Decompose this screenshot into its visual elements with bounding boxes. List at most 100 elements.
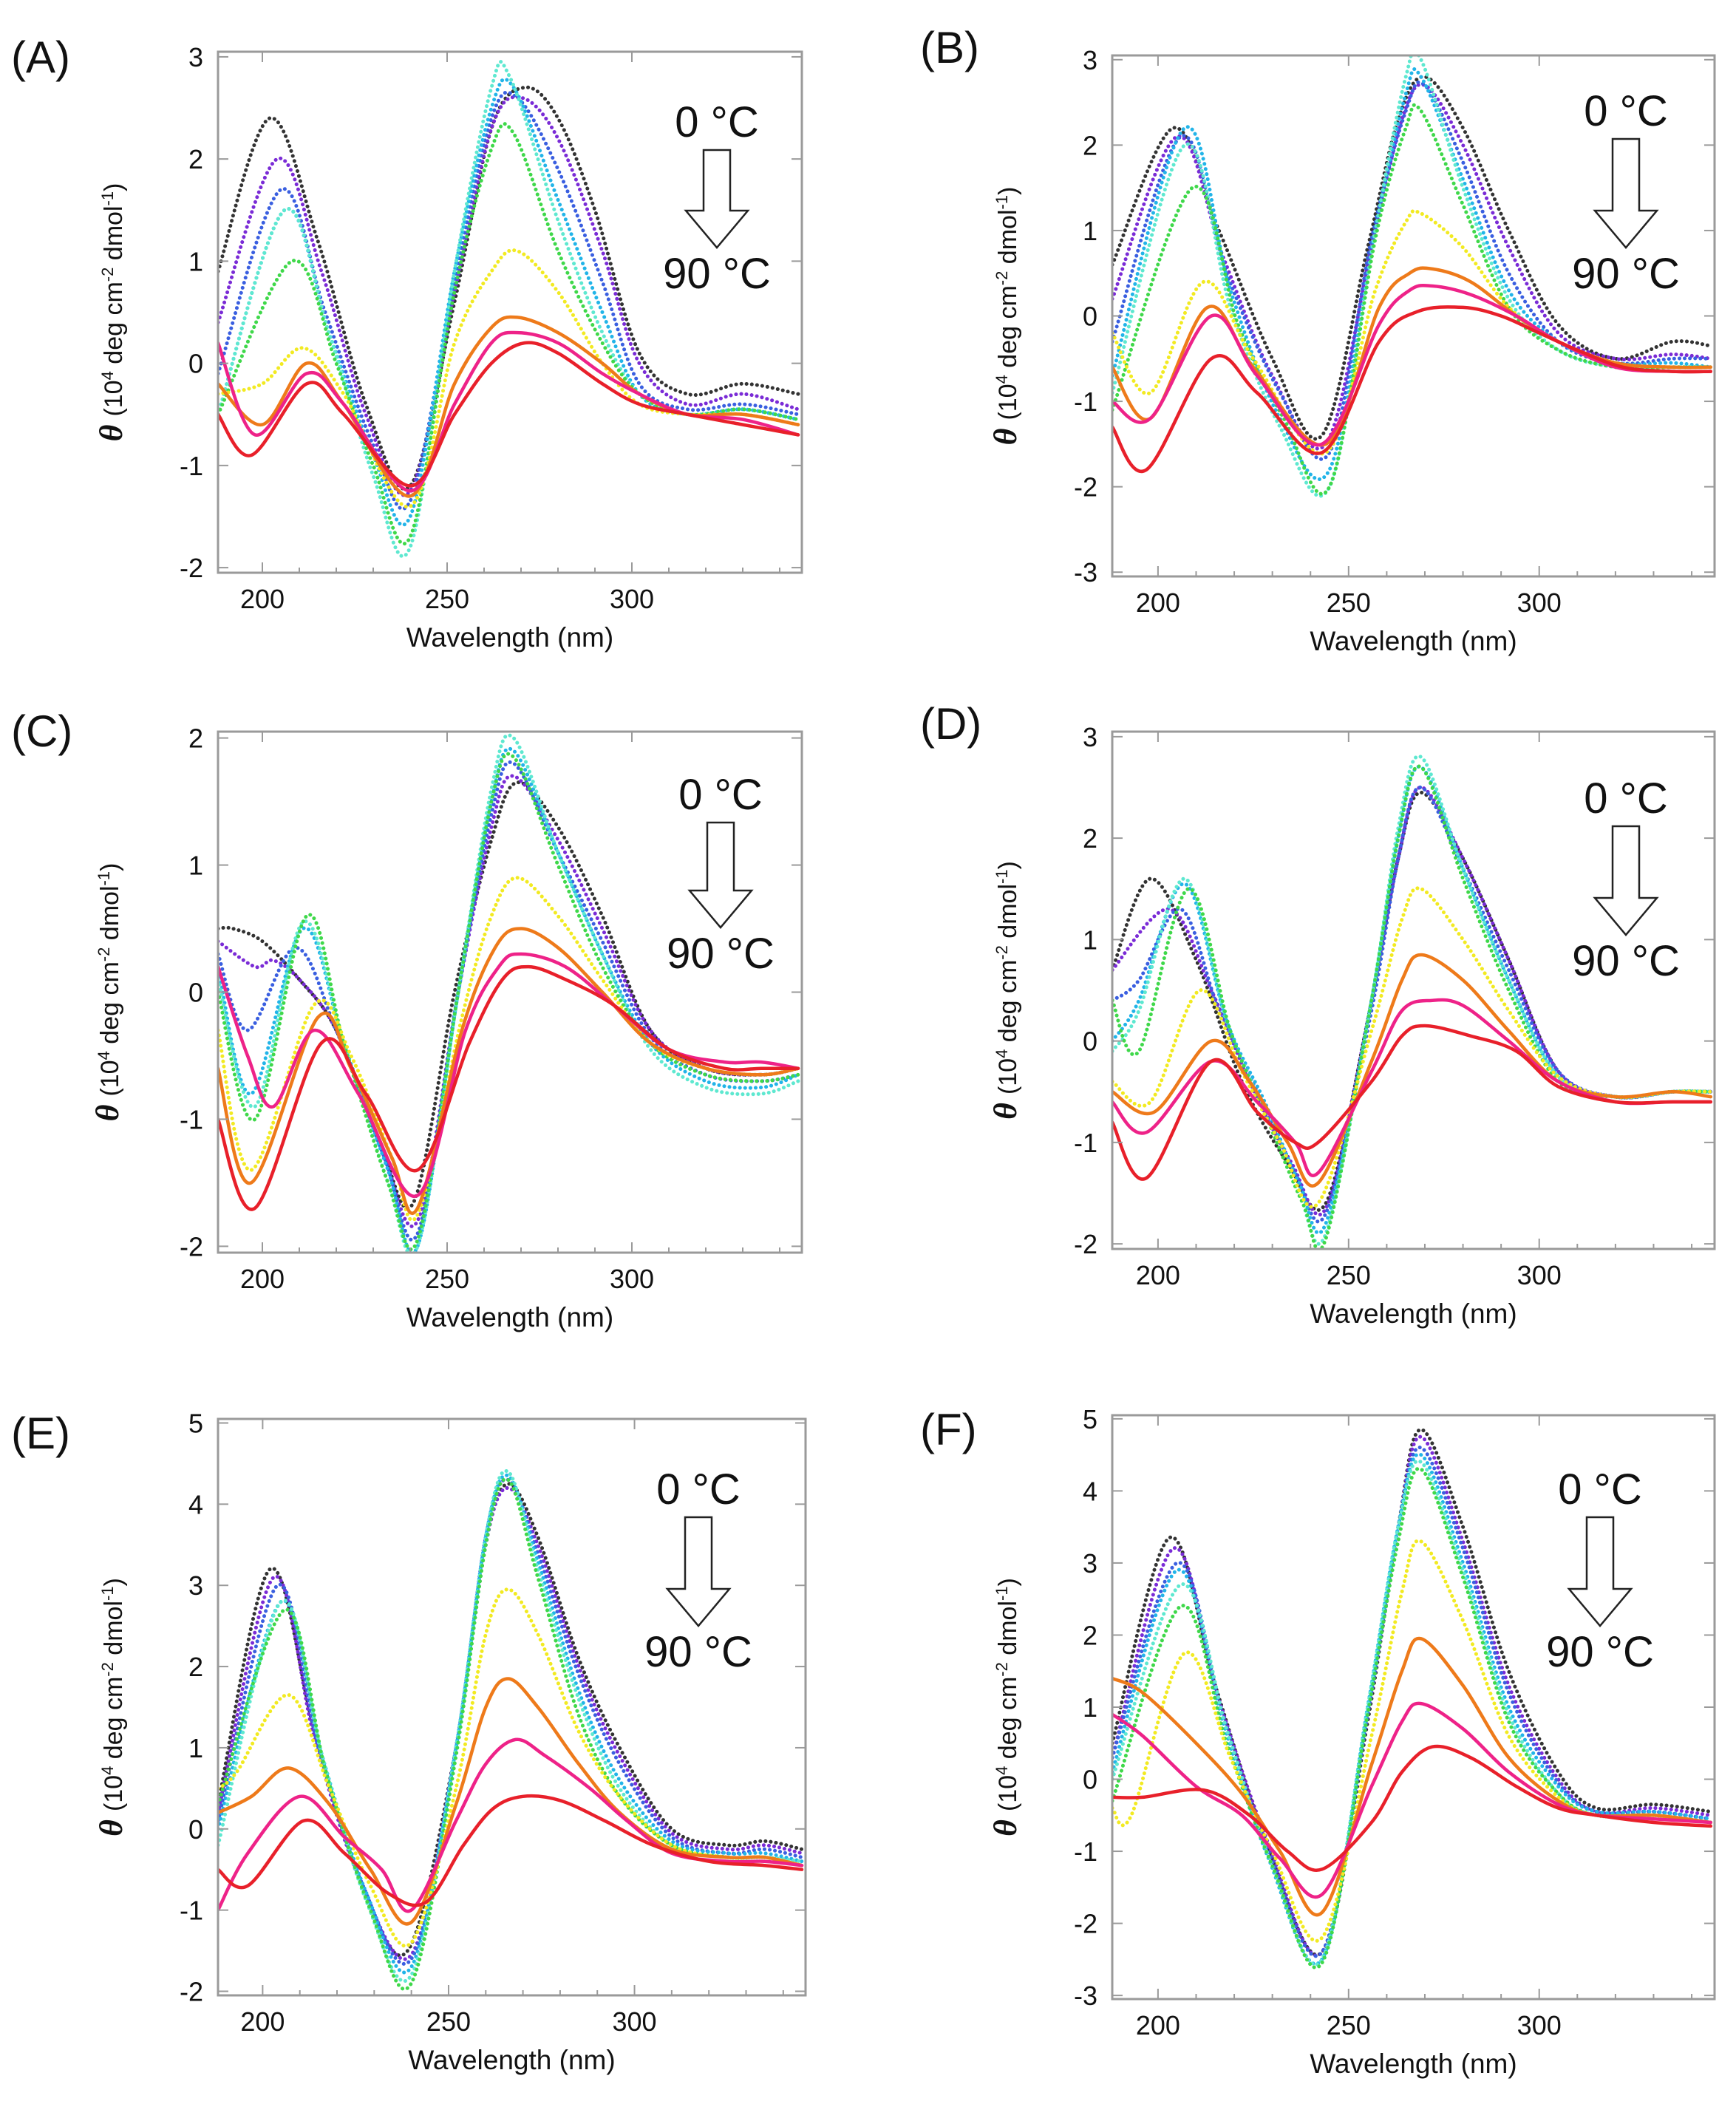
y-tick-label: -3 (1074, 557, 1097, 588)
series-line-70c (218, 315, 800, 498)
x-tick-label: 250 (1327, 588, 1371, 618)
series-group (218, 60, 800, 559)
y-axis-label-part: (10 (100, 380, 128, 416)
series-line-10c (218, 95, 800, 497)
chart-panel-e: (E) -2 -1 0 1 2 3 4 5 200 250 300 Wavelength (nm) θ (… (11, 1408, 807, 2075)
plot-frame (217, 1417, 807, 1997)
x-tick-label: 250 (1327, 2010, 1371, 2040)
series-line-50c (218, 1477, 804, 1991)
y-axis-label-superscript: 4 (993, 375, 1011, 384)
y-axis-label-superscript: -1 (98, 191, 117, 206)
y-axis-label-part: (10 (994, 1058, 1022, 1094)
panel-label: (C) (11, 707, 72, 756)
panel-label: (A) (11, 33, 70, 82)
x-tick-label: 300 (1517, 1260, 1562, 1290)
series-line-90c (218, 341, 800, 488)
series-line-0c (218, 85, 800, 491)
series-line-90c (1112, 1744, 1713, 1872)
y-axis-label-superscript: -2 (95, 947, 113, 962)
x-tick-label: 200 (240, 2006, 285, 2037)
series-line-30c (218, 1473, 804, 1975)
y-axis-label: θ (104 deg cm-2 dmol-1) (987, 187, 1024, 446)
y-axis-label-part: ) (994, 1578, 1022, 1586)
temp-start-label: 0 °C (656, 1465, 740, 1514)
temp-end-label: 90 °C (1572, 250, 1680, 298)
y-axis-label-part: θ (987, 421, 1024, 446)
series-group (1112, 55, 1713, 498)
x-tick-label: 250 (426, 2006, 471, 2037)
series-line-60c (218, 1587, 804, 1948)
x-tick-label: 250 (425, 584, 469, 614)
y-axis-label-superscript: 4 (98, 1766, 117, 1775)
y-axis-label: θ (104 deg cm-2 dmol-1) (93, 183, 129, 442)
series-line-80c (218, 330, 800, 493)
y-axis-label: θ (104 deg cm-2 dmol-1) (89, 863, 126, 1122)
series-line-10c (1112, 1434, 1713, 1958)
y-axis-label-part: dmol (994, 210, 1022, 271)
y-axis-label-part: dmol (100, 206, 128, 268)
y-axis-label-superscript: 4 (98, 371, 117, 380)
y-tick-label: 1 (188, 1733, 203, 1763)
y-tick-label: -2 (180, 1231, 203, 1262)
x-tick-label: 300 (1517, 588, 1562, 618)
series-line-60c (1112, 208, 1713, 456)
y-axis-label: θ (104 deg cm-2 dmol-1) (93, 1578, 129, 1836)
y-axis-label-superscript: -2 (993, 1662, 1011, 1677)
y-axis-label-part: deg cm (994, 960, 1022, 1049)
y-axis-label-part: deg cm (96, 961, 124, 1051)
y-axis-label-part: ) (100, 1578, 128, 1586)
chart-panel-c: (C) -2 -1 0 1 2 200 250 300 Wavelength (nm) θ (104… (11, 707, 803, 1332)
y-tick-label: 1 (188, 246, 203, 276)
y-axis-label: θ (104 deg cm-2 dmol-1) (987, 1578, 1024, 1836)
temp-start-label: 0 °C (678, 771, 762, 819)
series-line-40c (1112, 1459, 1713, 1967)
y-tick-label: -1 (1074, 387, 1097, 417)
temp-start-label: 0 °C (1584, 774, 1667, 823)
y-tick-label: 3 (1083, 722, 1097, 752)
series-line-0c (1112, 790, 1713, 1212)
y-axis-label-superscript: -1 (993, 195, 1011, 210)
series-line-40c (1112, 55, 1713, 498)
plot-frame (217, 50, 803, 574)
series-line-50c (1112, 1466, 1713, 1969)
series-group (218, 733, 800, 1253)
down-arrow-icon (684, 149, 750, 249)
series-group (218, 1469, 804, 1991)
y-tick-label: 2 (1083, 1620, 1097, 1650)
y-axis-label-superscript: -1 (95, 871, 113, 886)
series-line-30c (1112, 1452, 1713, 1966)
y-tick-label: -1 (180, 451, 203, 481)
series-line-80c (1112, 1701, 1713, 1899)
x-tick-label: 300 (610, 584, 654, 614)
x-axis-label: Wavelength (nm) (1310, 2049, 1517, 2079)
series-line-50c (218, 752, 800, 1252)
x-tick-label: 200 (1136, 1260, 1180, 1290)
x-tick-label: 250 (425, 1264, 469, 1294)
y-tick-label: -1 (1074, 1836, 1097, 1867)
series-line-70c (218, 1677, 804, 1926)
series-line-80c (218, 1737, 804, 1913)
temp-start-label: 0 °C (675, 98, 758, 146)
y-axis-label-part: (10 (994, 1775, 1022, 1811)
series-line-50c (218, 122, 800, 546)
panel-label: (F) (920, 1405, 977, 1454)
x-tick-label: 300 (613, 2006, 657, 2037)
series-line-20c (1112, 786, 1713, 1224)
y-tick-label: -1 (180, 1104, 203, 1134)
x-tick-label: 300 (610, 1264, 654, 1294)
series-line-50c (1112, 764, 1713, 1249)
series-line-70c (1112, 1636, 1713, 1917)
y-tick-label: 3 (1083, 1548, 1097, 1579)
x-tick-label: 200 (1136, 2010, 1180, 2040)
y-axis-label-superscript: -1 (993, 869, 1011, 884)
series-line-0c (1112, 75, 1713, 441)
y-axis-label-superscript: -1 (98, 1586, 117, 1601)
y-axis-label-part: ) (994, 861, 1022, 869)
x-axis-label: Wavelength (nm) (1310, 1298, 1517, 1329)
y-tick-label: 2 (1083, 130, 1097, 160)
y-axis-label: θ (104 deg cm-2 dmol-1) (987, 861, 1024, 1120)
y-tick-label: 5 (1083, 1404, 1097, 1434)
series-group (1112, 754, 1713, 1249)
